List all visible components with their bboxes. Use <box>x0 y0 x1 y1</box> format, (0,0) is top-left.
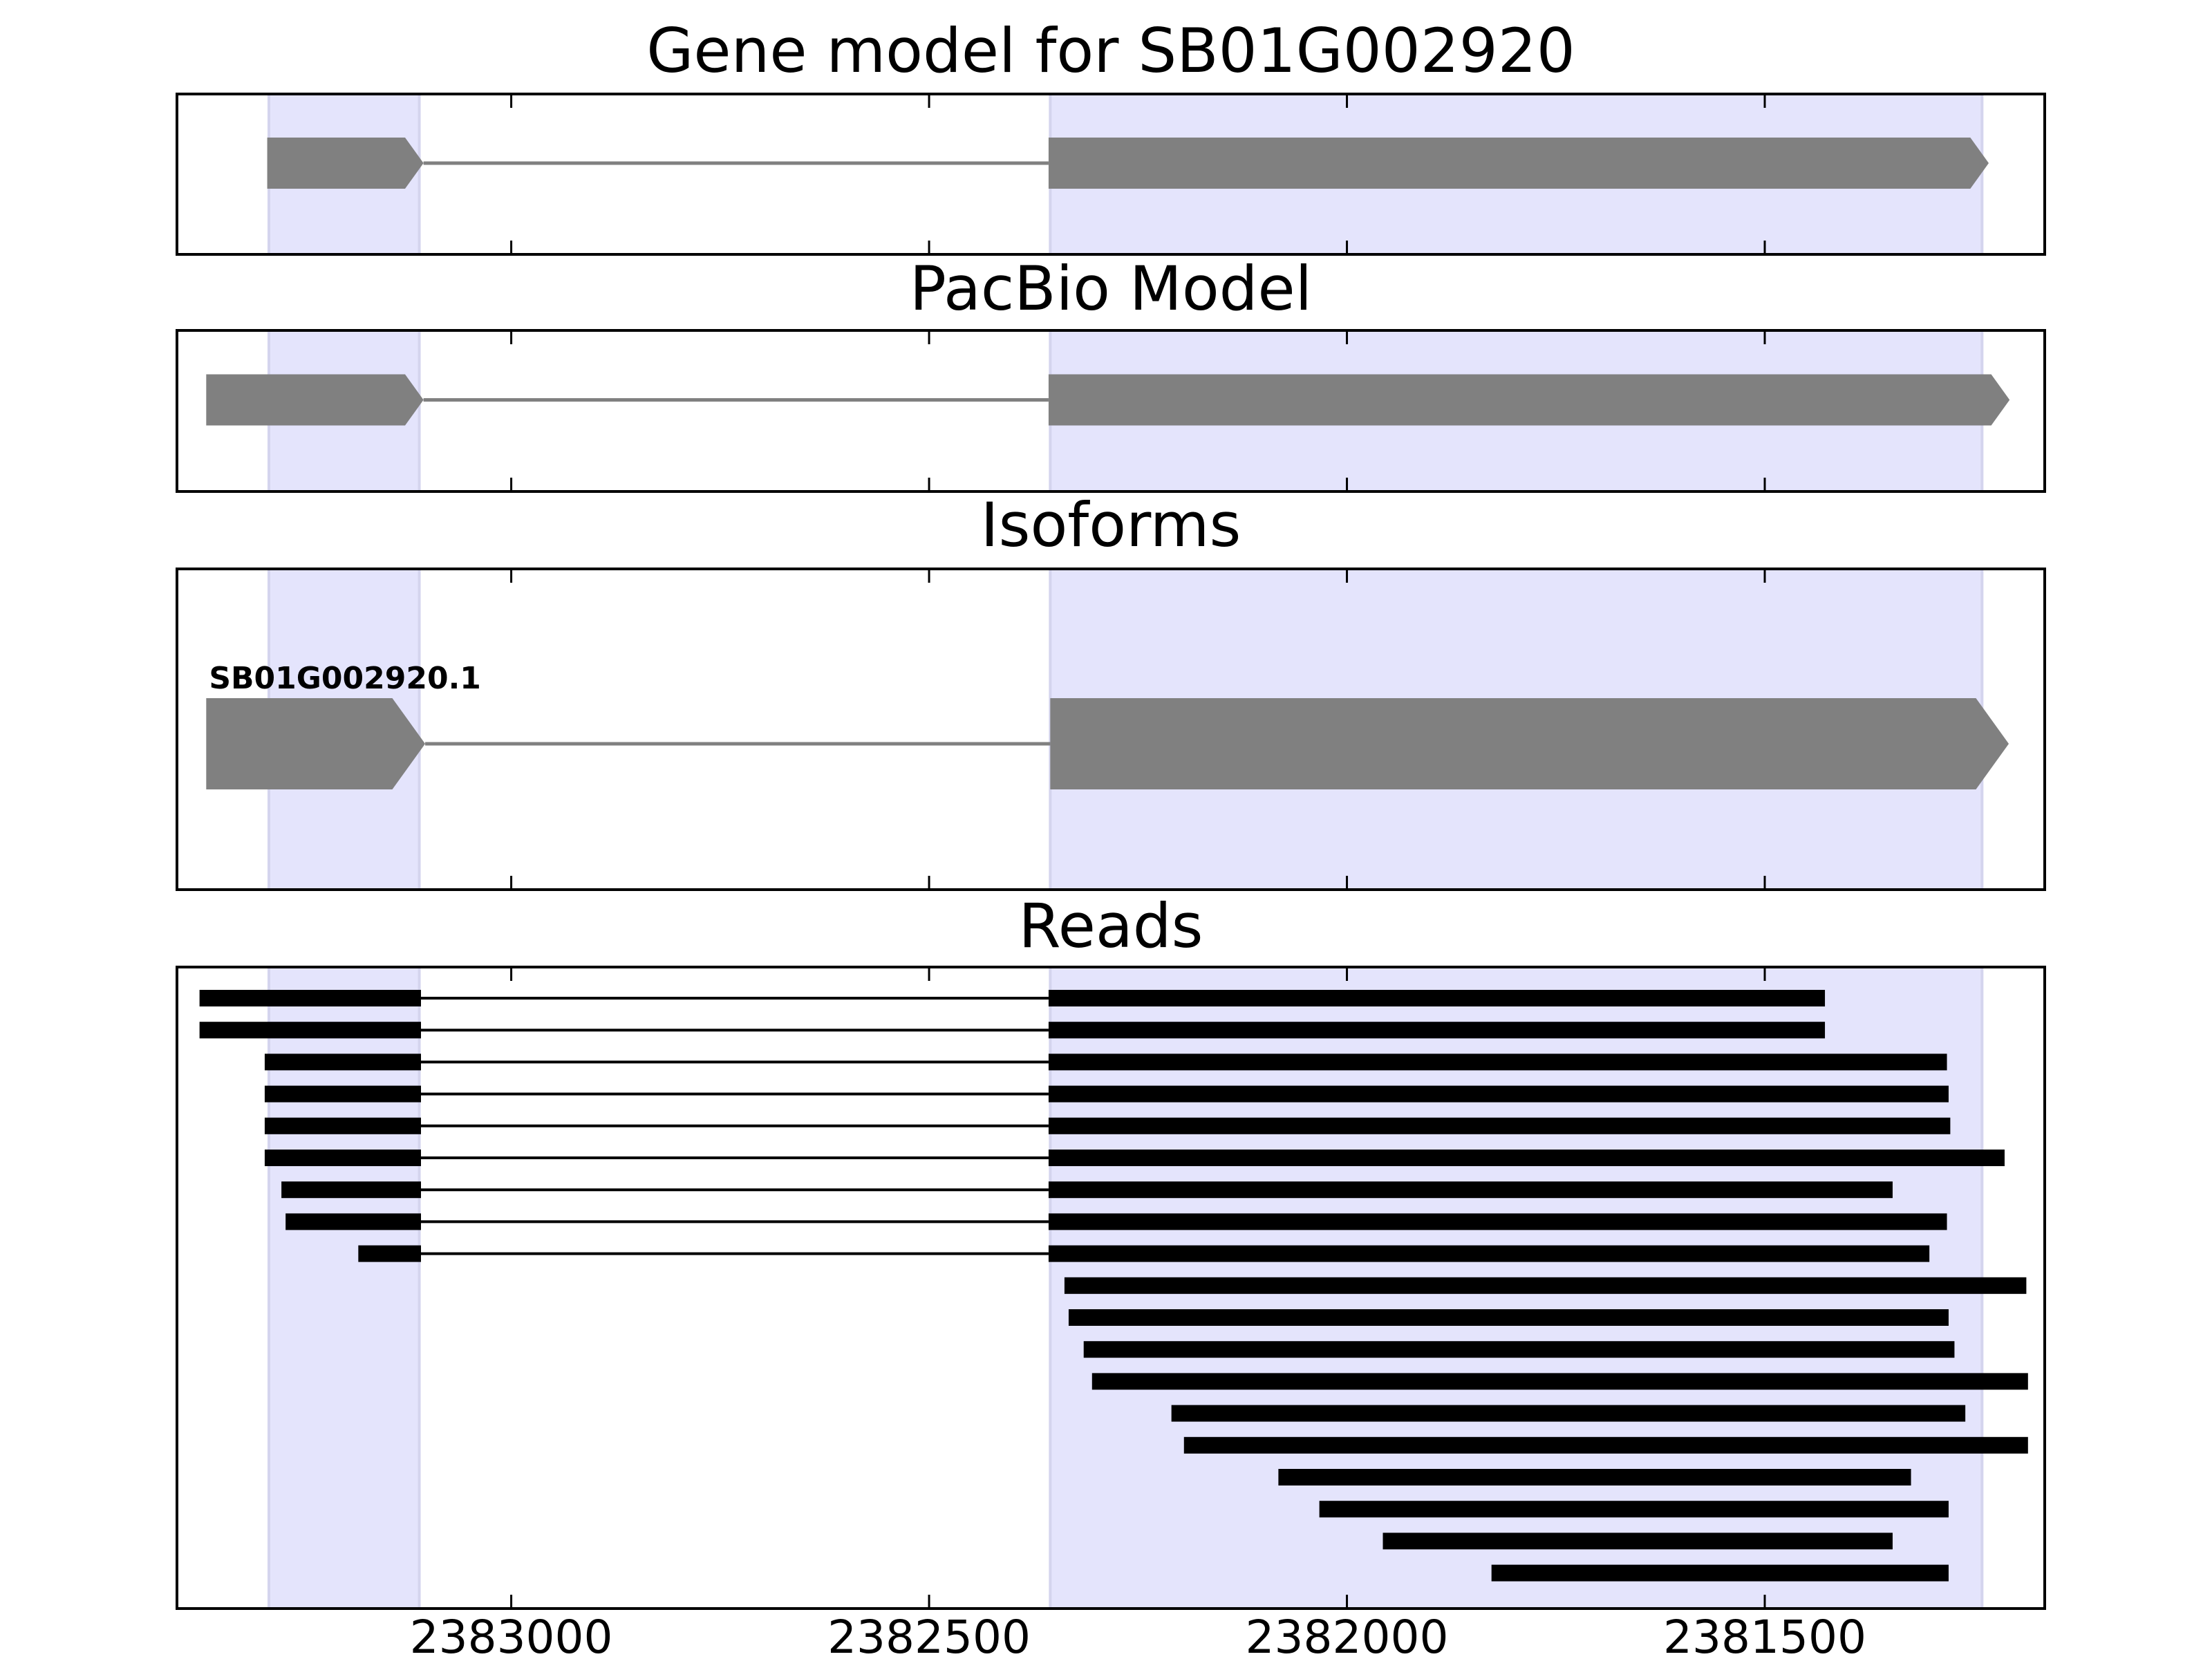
read-segment-1 <box>1382 1533 1893 1550</box>
read-segment-1 <box>1278 1469 1911 1485</box>
read-18 <box>1382 1533 1893 1550</box>
panel-gene-model: Gene model for SB01G002920 <box>176 15 2046 256</box>
read-segment-2 <box>1048 1085 1949 1103</box>
read-3 <box>264 1053 1947 1071</box>
isoform-label: SB01G002920.1 <box>209 661 481 696</box>
panel-title-isoforms: Isoforms <box>981 489 1241 561</box>
read-segment-2 <box>1048 990 1826 1006</box>
read-segment-2 <box>1048 1213 1947 1230</box>
read-5 <box>264 1117 1951 1134</box>
panel-title-pacbio-model: PacBio Model <box>910 253 1312 324</box>
panel-title-reads: Reads <box>1019 890 1203 962</box>
x-tick-label-3: 2382000 <box>1246 1611 1449 1659</box>
read-10 <box>1064 1277 2027 1294</box>
read-segment-1 <box>264 1117 422 1134</box>
read-9 <box>358 1245 1930 1262</box>
read-segment-1 <box>1091 1373 2028 1390</box>
panel-frame <box>176 93 2046 256</box>
read-11 <box>1068 1309 1949 1326</box>
read-19 <box>1491 1564 1949 1582</box>
read-13 <box>1091 1373 2028 1390</box>
read-segment-1 <box>264 1085 422 1103</box>
panel-pacbio-model: PacBio Model <box>176 253 2046 493</box>
read-segment-2 <box>1048 1245 1930 1262</box>
read-8 <box>285 1213 1947 1230</box>
read-17 <box>1319 1501 1949 1518</box>
read-segment-1 <box>281 1181 422 1199</box>
read-2 <box>199 1022 1826 1039</box>
highlight-region-1 <box>267 966 421 1610</box>
read-segment-1 <box>1064 1277 2027 1294</box>
read-segment-1 <box>1171 1405 1966 1422</box>
x-tick-label-2: 2382500 <box>827 1611 1031 1659</box>
exon-block-1 <box>206 374 424 426</box>
x-tick-label-4: 2381500 <box>1663 1611 1866 1659</box>
read-segment-1 <box>199 1022 422 1039</box>
read-segment-2 <box>1048 1117 1951 1134</box>
read-segment-1 <box>199 990 422 1006</box>
read-6 <box>264 1150 2005 1166</box>
panel-frame <box>176 329 2046 493</box>
read-segment-1 <box>358 1245 422 1262</box>
exon-block-1 <box>267 138 424 189</box>
read-segment-1 <box>264 1053 422 1071</box>
read-segment-2 <box>1048 1022 1826 1039</box>
exon-block-2 <box>1050 698 2009 789</box>
panel-isoforms: Isoforms SB01G002920.1 <box>176 489 2046 891</box>
x-tick-label-1: 2383000 <box>410 1611 613 1659</box>
read-14 <box>1171 1405 1966 1422</box>
read-1 <box>199 990 1826 1006</box>
read-segment-2 <box>1048 1181 1893 1199</box>
read-segment-1 <box>1491 1564 1949 1582</box>
read-12 <box>1083 1341 1955 1358</box>
read-4 <box>264 1085 1949 1103</box>
exon-block-1 <box>206 698 426 789</box>
read-segment-2 <box>1048 1150 2005 1166</box>
read-15 <box>1183 1436 2028 1454</box>
read-segment-2 <box>1048 1053 1947 1071</box>
read-16 <box>1278 1469 1911 1485</box>
panel-frame <box>176 966 2046 1610</box>
read-segment-1 <box>285 1213 422 1230</box>
exon-block-2 <box>1048 138 1989 189</box>
read-segment-1 <box>1183 1436 2028 1454</box>
exon-block-2 <box>1048 374 2010 426</box>
panel-reads: Reads <box>176 890 2046 1610</box>
read-segment-1 <box>1068 1309 1949 1326</box>
read-segment-1 <box>1319 1501 1949 1518</box>
panel-frame <box>176 568 2046 891</box>
read-segment-1 <box>264 1150 422 1166</box>
read-segment-1 <box>1083 1341 1955 1358</box>
panel-title-gene-model: Gene model for SB01G002920 <box>646 15 1575 86</box>
read-7 <box>281 1181 1893 1199</box>
